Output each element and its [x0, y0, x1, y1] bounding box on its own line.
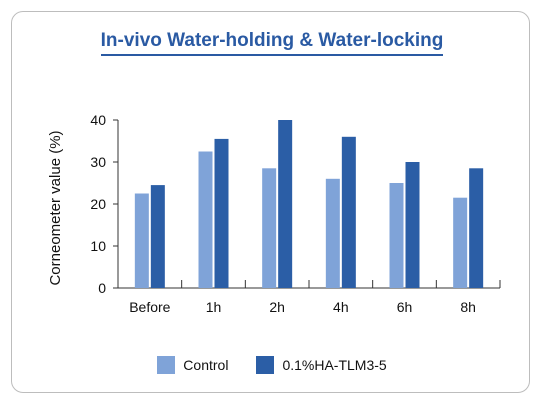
chart-axes — [113, 119, 501, 289]
x-tick-label: 8h — [460, 299, 476, 315]
legend-label-treatment: 0.1%HA-TLM3-5 — [282, 357, 387, 373]
bar-treatment-1h — [214, 138, 229, 288]
chart-title-text: In-vivo Water-holding & Water-locking — [100, 30, 444, 56]
bar-control-6h — [389, 183, 404, 288]
y-tick-label: 10 — [90, 238, 106, 254]
legend-swatch-control — [157, 356, 176, 374]
y-axis-label: Corneometer value (%) — [47, 130, 64, 285]
legend-label-control: Control — [183, 357, 229, 373]
legend-swatch-treatment — [256, 356, 275, 374]
legend-item-control: Control — [157, 356, 228, 374]
bar-treatment-before — [150, 185, 165, 288]
chart-title: In-vivo Water-holding & Water-locking — [0, 30, 544, 56]
bar-treatment-8h — [469, 168, 484, 288]
y-tick-label: 20 — [90, 196, 106, 212]
bar-control-2h — [262, 168, 277, 288]
chart-legend: Control 0.1%HA-TLM3-5 — [0, 356, 544, 374]
x-tick-label: 2h — [269, 299, 285, 315]
bar-treatment-4h — [341, 136, 356, 288]
bar-treatment-2h — [278, 120, 293, 288]
x-tick-label: 1h — [206, 299, 222, 315]
chart-bars — [134, 120, 484, 288]
legend-item-treatment: 0.1%HA-TLM3-5 — [256, 356, 387, 374]
bar-control-4h — [325, 178, 340, 288]
bar-control-before — [134, 193, 149, 288]
x-tick-label: 4h — [333, 299, 349, 315]
bar-treatment-6h — [405, 162, 420, 288]
y-tick-label: 40 — [90, 112, 106, 128]
y-tick-label: 30 — [90, 154, 106, 170]
x-tick-label: Before — [129, 299, 170, 315]
bar-control-1h — [198, 151, 213, 288]
y-tick-label: 0 — [98, 280, 106, 296]
bar-control-8h — [453, 197, 468, 288]
chart-labels: 0 10 20 30 40 Before 1h 2h 4h 6h 8h Corneometer val… — [47, 112, 476, 315]
x-tick-label: 6h — [397, 299, 413, 315]
